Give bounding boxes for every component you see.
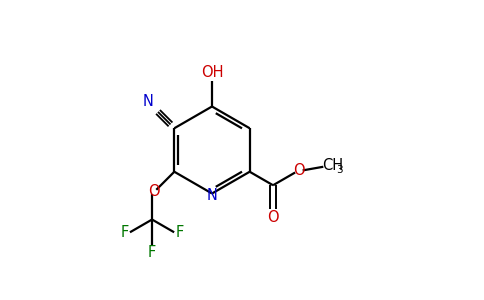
Text: OH: OH: [201, 65, 223, 80]
Text: CH: CH: [322, 158, 343, 173]
Text: 3: 3: [336, 165, 343, 175]
Text: N: N: [207, 188, 217, 202]
Text: F: F: [148, 245, 156, 260]
Text: F: F: [175, 225, 183, 240]
Text: N: N: [142, 94, 153, 109]
Text: O: O: [267, 210, 279, 225]
Text: O: O: [293, 163, 304, 178]
Text: O: O: [149, 184, 160, 200]
Text: F: F: [121, 225, 129, 240]
